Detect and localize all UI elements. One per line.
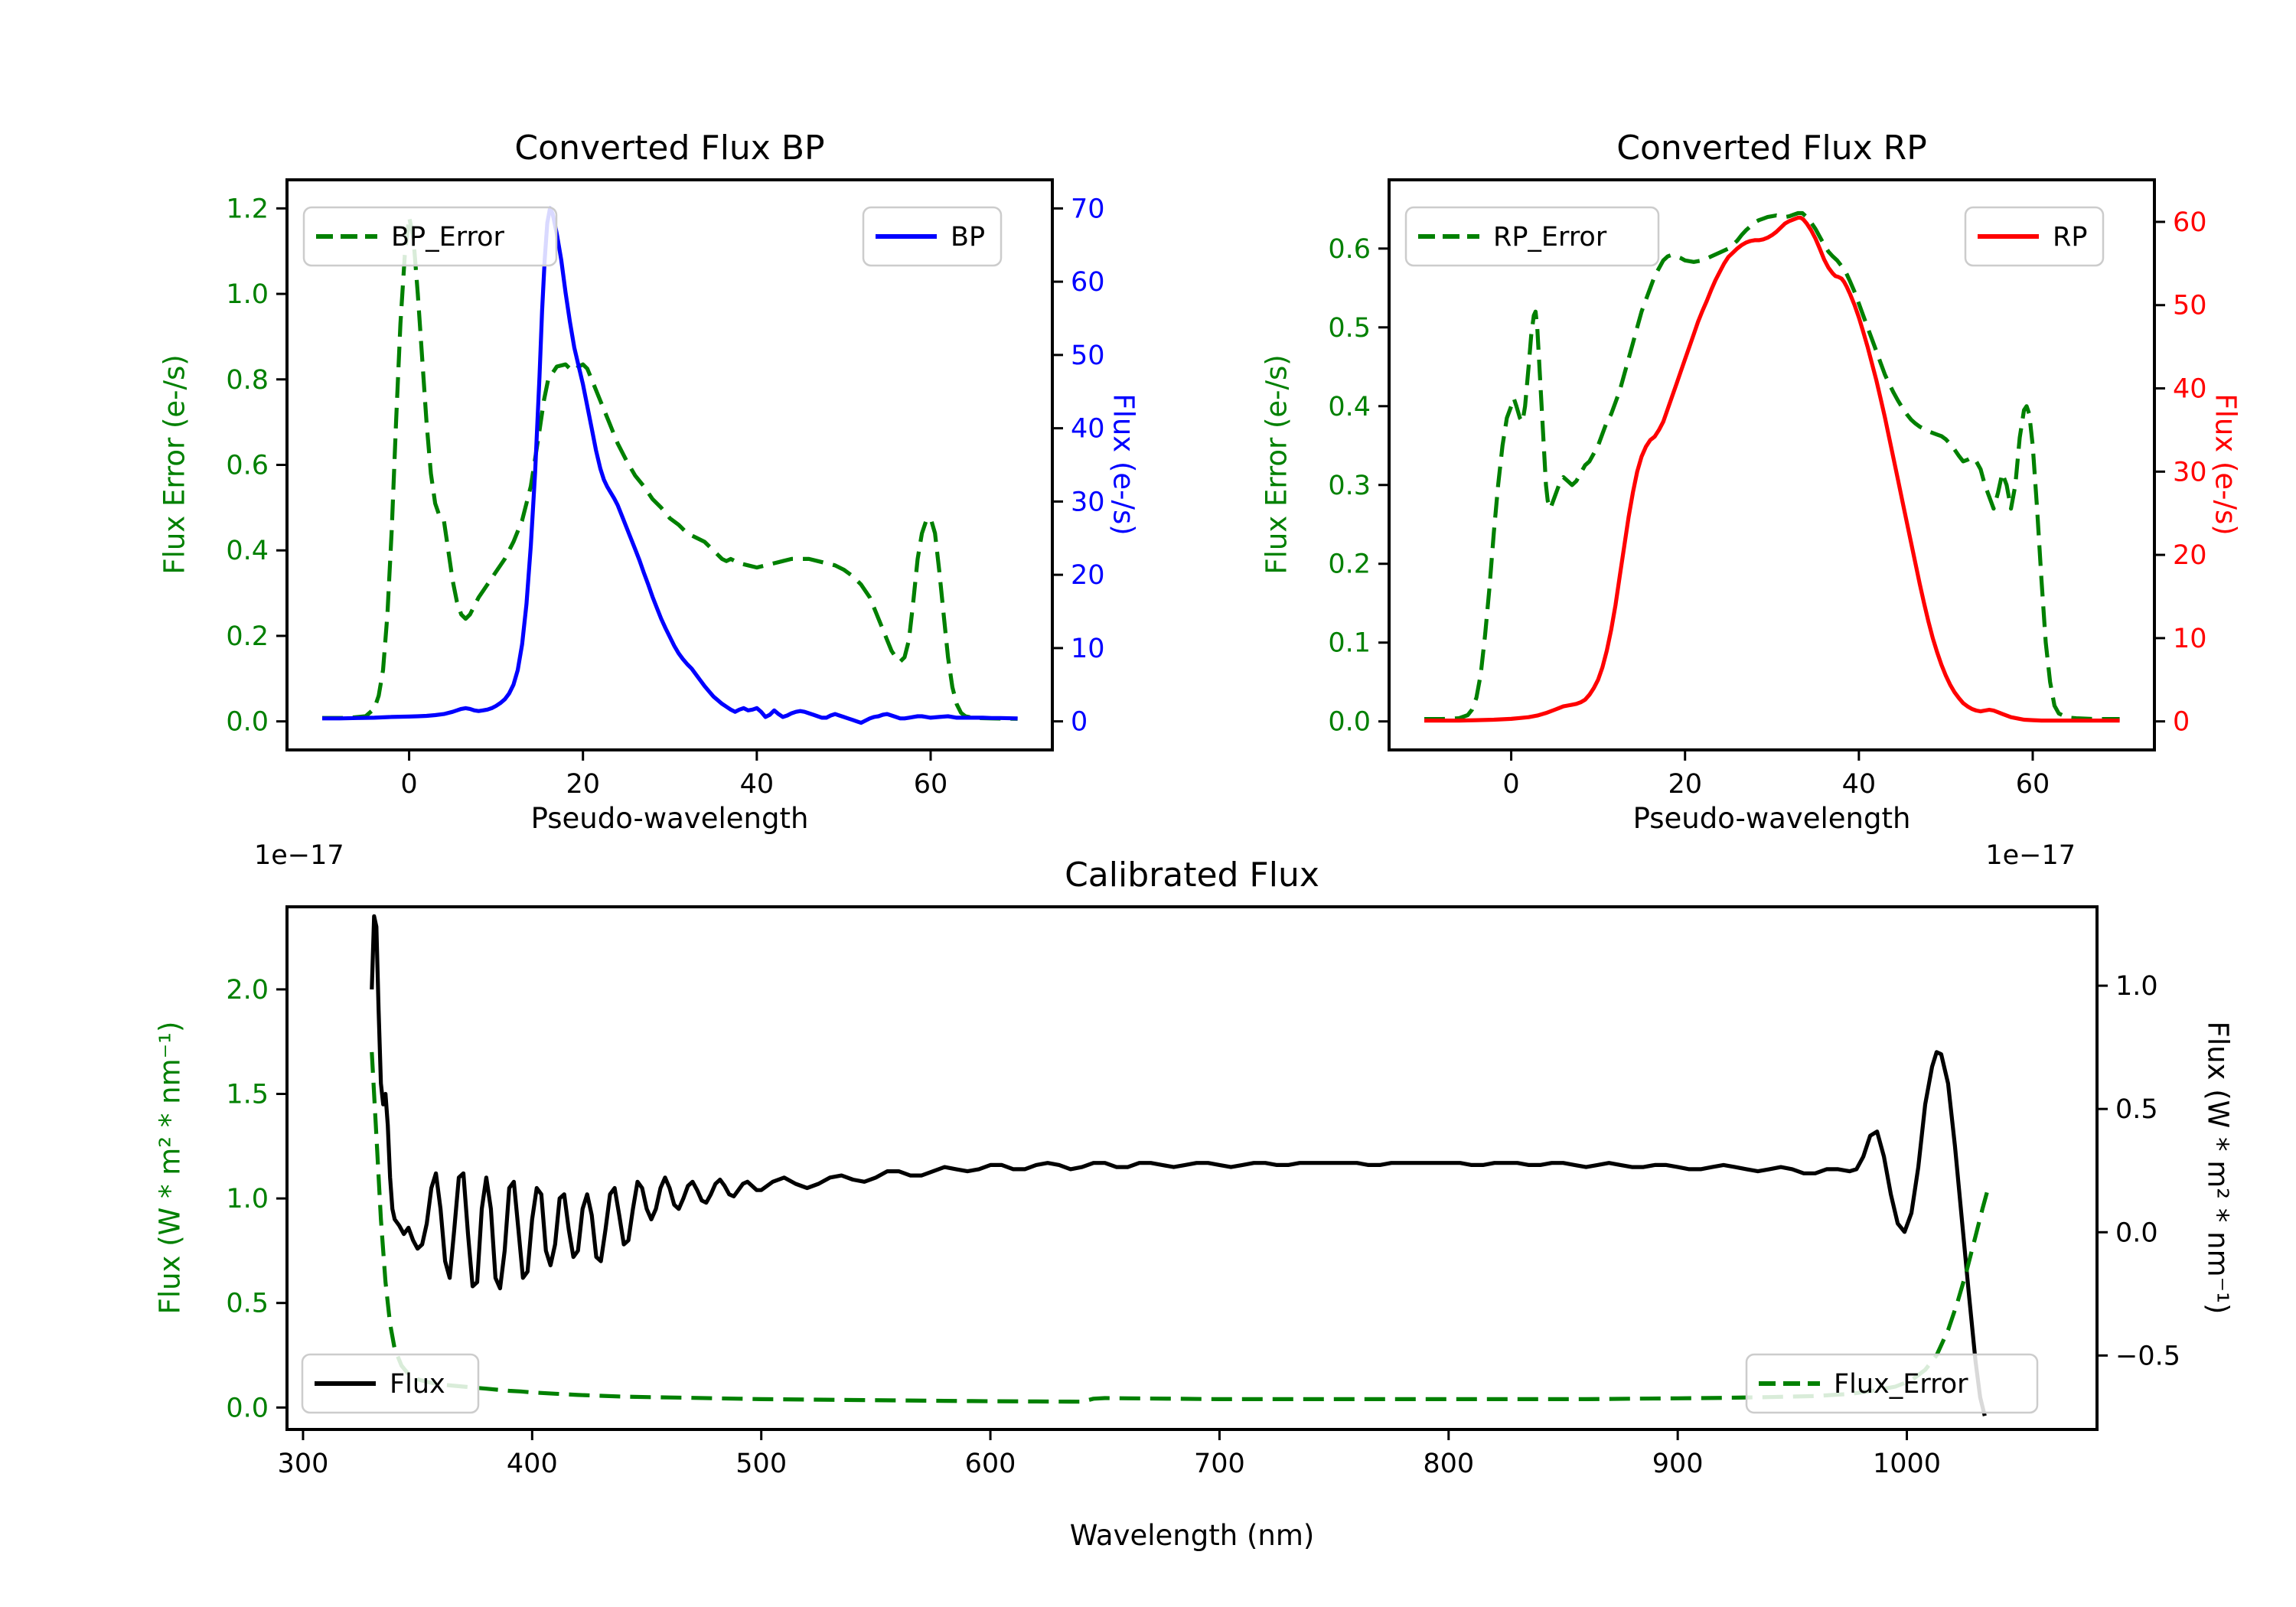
y-tick-label-right: 30 [2173,457,2207,487]
y-tick-label-left: 0.0 [226,1393,269,1423]
y-tick-label-right: 50 [2173,291,2207,321]
axes-frame-cal [285,905,2099,1431]
y-tick-label-left: 0.2 [226,621,269,652]
x-tick-label: 600 [965,1449,1016,1479]
x-tick-label: 800 [1423,1449,1474,1479]
y-tick-label-right: 70 [1071,194,1105,224]
y-tick-label-right: 50 [1071,341,1105,371]
y-tick-label-left: 0.6 [226,451,269,481]
legend-label-BP: BP [951,222,985,253]
offset-text-left: 1e−17 [254,840,344,871]
y-tick-label-right: 60 [2173,207,2207,238]
y-tick-label-right: 0.0 [2115,1217,2158,1248]
offset-text-right: 1e−17 [1985,840,2076,871]
x-tick-label: 400 [507,1449,558,1479]
x-axis-label-calibrated: Wavelength (nm) [1069,1519,1315,1552]
legend-box-RP_Error [1404,206,1660,267]
y-tick-label-left: 0.2 [1328,549,1371,580]
y-axis-label-calibrated-right: Flux (W * m² * nm⁻¹) [2201,1021,2235,1315]
x-tick-label: 500 [735,1449,787,1479]
legend-label-Flux: Flux [390,1369,445,1400]
y-tick-label-left: 2.0 [226,975,269,1006]
legend-label-BP_Error: BP_Error [391,222,505,253]
x-tick-label: 60 [914,769,948,800]
y-tick-label-right: 20 [1071,560,1105,591]
x-tick-label: 300 [278,1449,329,1479]
y-tick-label-right: −0.5 [2115,1341,2180,1371]
series-Flux_Error [370,1051,1989,1404]
x-tick-label: 900 [1652,1449,1704,1479]
legend-label-RP: RP [2053,222,2087,253]
series-RP_Error [1424,210,2120,722]
x-tick-label: 60 [2016,769,2050,800]
y-axis-label-rp-right: Flux (e-/s) [2209,393,2242,536]
y-axis-label-rp-left: Flux Error (e-/s) [1260,354,1293,575]
x-tick-label: 40 [740,769,775,800]
y-tick-label-right: 0.5 [2115,1094,2158,1125]
axes-frame-rp [1388,178,2156,751]
series-BP_Error [322,214,1018,721]
y-tick-label-left: 1.5 [226,1080,269,1110]
y-tick-label-left: 0.8 [226,365,269,396]
series-Flux [370,914,1987,1416]
y-tick-label-right: 40 [1071,414,1105,445]
y-tick-label-right: 10 [1071,634,1105,664]
y-tick-label-left: 1.0 [226,279,269,310]
y-tick-label-right: 30 [1071,487,1105,517]
y-tick-label-right: 60 [1071,267,1105,298]
y-tick-label-right: 1.0 [2115,971,2158,1002]
legend-box-Flux [301,1353,480,1414]
x-tick-label: 0 [1502,769,1519,800]
legend-label-RP_Error: RP_Error [1493,222,1607,253]
y-tick-label-left: 0.5 [1328,313,1371,344]
y-tick-label-right: 0 [2173,707,2190,738]
y-axis-label-bp-left: Flux Error (e-/s) [158,354,191,575]
x-axis-label-bp: Pseudo-wavelength [530,802,809,835]
y-axis-label-bp-right: Flux (e-/s) [1107,393,1140,536]
y-tick-label-right: 10 [2173,624,2207,654]
chart-title-calibrated: Calibrated Flux [1065,856,1319,895]
y-tick-label-left: 0.6 [1328,234,1371,265]
y-tick-label-left: 0.0 [226,707,269,738]
y-tick-label-left: 0.4 [226,536,269,566]
y-tick-label-left: 0.4 [1328,392,1371,422]
x-tick-label: 0 [400,769,417,800]
chart-title-rp: Converted Flux RP [1616,129,1927,168]
y-tick-label-left: 0.0 [1328,707,1371,738]
y-tick-label-left: 0.5 [226,1289,269,1319]
x-tick-label: 1000 [1873,1449,1941,1479]
x-axis-label-rp: Pseudo-wavelength [1632,802,1911,835]
x-tick-label: 700 [1194,1449,1245,1479]
y-tick-label-right: 0 [1071,707,1088,738]
chart-title-bp: Converted Flux BP [514,129,825,168]
legend-box-Flux_Error [1745,1353,2039,1414]
legend-box-BP_Error [302,206,558,267]
series-RP [1424,215,2120,723]
x-tick-label: 20 [1668,769,1702,800]
y-tick-label-left: 1.2 [226,194,269,224]
legend-label-Flux_Error: Flux_Error [1834,1369,1968,1400]
y-axis-label-calibrated-left: Flux (W * m² * nm⁻¹) [153,1021,187,1315]
y-tick-label-left: 0.1 [1328,628,1371,659]
x-tick-label: 40 [1842,769,1877,800]
y-tick-label-right: 20 [2173,540,2207,571]
series-BP [322,206,1018,725]
y-tick-label-right: 40 [2173,374,2207,405]
y-tick-label-left: 0.3 [1328,471,1371,501]
x-tick-label: 20 [566,769,600,800]
y-tick-label-left: 1.0 [226,1184,269,1214]
